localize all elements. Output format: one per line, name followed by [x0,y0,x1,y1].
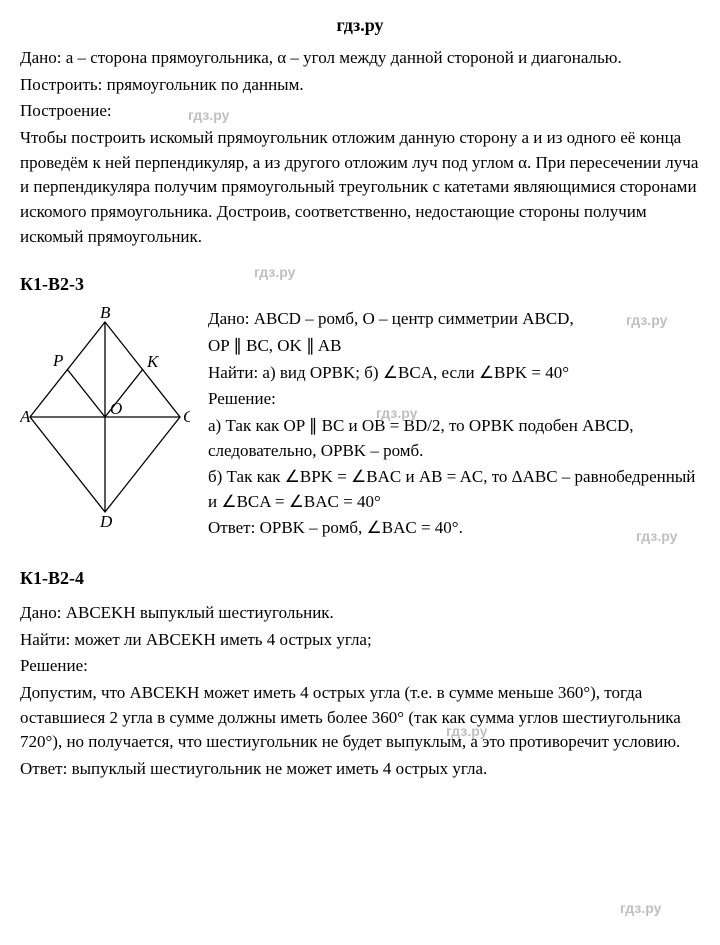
b2-solution-label: Решение: [208,387,700,412]
b3-answer: Ответ: выпуклый шестиугольник не может и… [20,757,700,782]
b3-given: Дано: ABCEKH выпуклый шестиугольник. [20,601,700,626]
label-k: K [146,352,160,371]
b1-construction-text: Чтобы построить искомый прямоугольник от… [20,126,700,249]
b3-solution-label: Решение: [20,654,700,679]
label-b: B [100,307,111,322]
b3-solution-text: Допустим, что ABCEKH может иметь 4 остры… [20,681,700,755]
site-header: гдз.ру [20,12,700,38]
b3-title: К1-В2-4 [20,565,700,591]
watermark: гдз.ру [620,898,661,918]
watermark: гдз.ру [376,403,417,423]
b2-solution-a: а) Так как OP ∥ BC и OB = BD/2, то OPBK … [208,414,700,463]
b2-title: К1-В2-3 [20,271,700,297]
b2-answer: Ответ: OPBK – ромб, ∠BAC = 40°. [208,516,700,541]
b3-find: Найти: может ли ABCEKH иметь 4 острых уг… [20,628,700,653]
watermark: гдз.ру [626,310,667,330]
page-root: гдз.ру гдз.ру гдз.ру гдз.ру гдз.ру гдз.р… [0,0,720,804]
rhombus-diagram: A B C D P K O [20,307,190,535]
label-a: A [20,407,31,426]
b2-row: A B C D P K O Дано: ABCD – ромб, O – цен… [20,307,700,543]
watermark: гдз.ру [188,105,229,125]
watermark: гдз.ру [446,721,487,741]
b1-construction-label: Построение: [20,99,700,124]
label-c: C [183,407,190,426]
b2-find: Найти: а) вид OPBK; б) ∠BCA, если ∠BPK =… [208,361,700,386]
watermark: гдз.ру [636,526,677,546]
b1-given: Дано: а – сторона прямоугольника, α – уг… [20,46,700,71]
watermark: гдз.ру [254,262,295,282]
b1-construct: Построить: прямоугольник по данным. [20,73,700,98]
b2-text-col: Дано: ABCD – ромб, O – центр симметрии A… [208,307,700,543]
b2-given-b: OP ∥ BC, OK ∥ AB [208,334,700,359]
label-d: D [99,512,113,527]
label-o: O [110,399,122,418]
b2-solution-b: б) Так как ∠BPK = ∠BAC и AB = AC, то ΔAB… [208,465,700,514]
label-p: P [52,351,63,370]
